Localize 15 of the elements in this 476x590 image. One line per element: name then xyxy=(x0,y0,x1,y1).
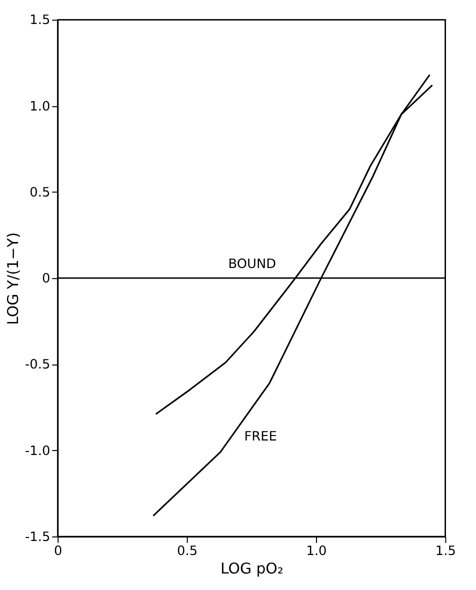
y-tick-label: 1.5 xyxy=(30,13,50,28)
y-tick-label: -1.0 xyxy=(24,444,50,459)
y-tick-label: -1.5 xyxy=(24,530,50,545)
x-tick-label: 0 xyxy=(54,544,62,559)
annotation: FREE xyxy=(244,429,277,444)
y-tick-label: 0 xyxy=(42,272,50,287)
annotation: BOUND xyxy=(228,257,276,272)
x-tick-label: 1.0 xyxy=(306,544,327,559)
y-tick-label: 1.0 xyxy=(30,99,50,114)
x-tick-label: 0.5 xyxy=(177,544,198,559)
y-tick-label: -0.5 xyxy=(24,358,50,373)
y-axis-title: LOG Y/(1−Y) xyxy=(4,232,22,325)
x-tick-label: 1.5 xyxy=(435,544,456,559)
x-axis-title: LOG pO₂ xyxy=(220,560,284,578)
y-tick-label: 0.5 xyxy=(30,185,50,200)
